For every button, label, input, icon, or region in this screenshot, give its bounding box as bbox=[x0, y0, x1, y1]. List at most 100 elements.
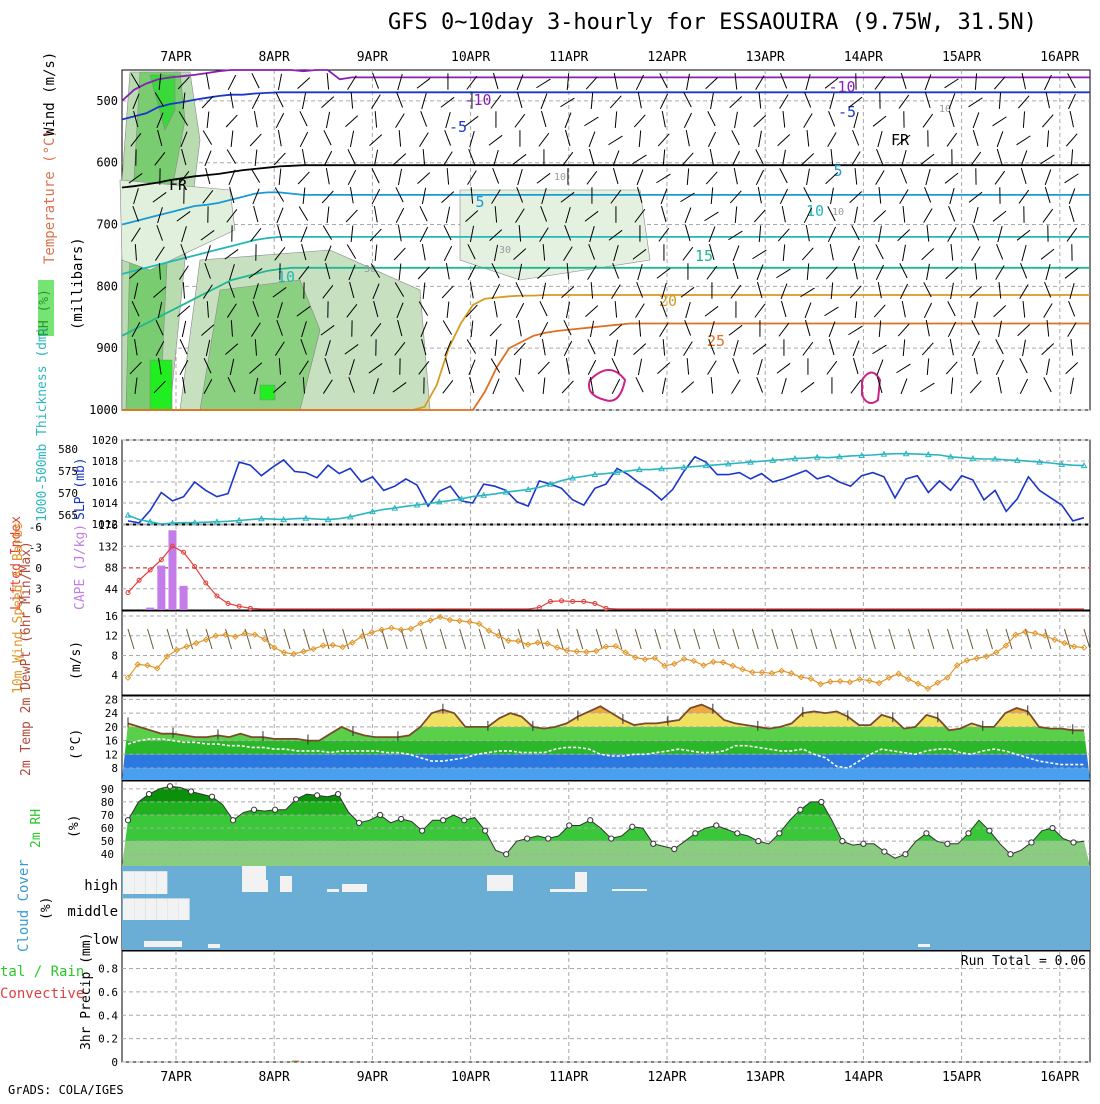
precip-bar-rain-convective bbox=[294, 1060, 299, 1062]
rh-point bbox=[545, 835, 552, 842]
wind-barb bbox=[394, 342, 406, 356]
wind-barb bbox=[685, 302, 691, 319]
wind-barb bbox=[848, 325, 863, 336]
cloud-cell bbox=[327, 889, 339, 892]
wind-barb bbox=[848, 96, 863, 108]
wind-barb bbox=[254, 339, 257, 356]
cloud-cell bbox=[144, 941, 182, 947]
wind-barb bbox=[926, 263, 930, 281]
temp-units-label: (°C) bbox=[69, 729, 84, 760]
wind-barb bbox=[997, 225, 1003, 243]
pressure-units-label: (millibars) bbox=[70, 237, 86, 330]
wind-barb bbox=[250, 168, 261, 183]
wind-barb bbox=[202, 190, 214, 204]
wind-barb bbox=[277, 302, 283, 319]
wind-barb bbox=[253, 110, 258, 128]
wind-barb bbox=[252, 188, 260, 205]
wind-barb bbox=[321, 96, 335, 109]
wind-barb bbox=[273, 381, 287, 393]
wind-barb bbox=[514, 377, 525, 392]
wind-barb bbox=[229, 91, 234, 109]
wind-barb bbox=[684, 224, 691, 242]
wind-barb bbox=[708, 338, 716, 355]
x-tick-label-bottom: 14APR bbox=[844, 1070, 883, 1085]
wind-barb bbox=[948, 93, 956, 110]
wind-barb-10m bbox=[400, 628, 408, 650]
wind-barb bbox=[872, 344, 887, 355]
wind-barb bbox=[1068, 300, 1076, 317]
y-tick-label-air: 700 bbox=[96, 218, 118, 232]
wind-barb bbox=[180, 131, 188, 148]
wind-barb bbox=[993, 305, 1007, 318]
wind-barb bbox=[518, 358, 522, 375]
wind-barb bbox=[129, 361, 142, 375]
wind-barb bbox=[827, 226, 837, 243]
wind-barb bbox=[1022, 111, 1026, 128]
cloud-cell bbox=[208, 944, 220, 948]
wind-barb-10m bbox=[595, 628, 603, 650]
wind-barb bbox=[659, 93, 669, 110]
wind-barb bbox=[323, 150, 333, 167]
wind-barb bbox=[825, 172, 839, 185]
wind-barb bbox=[419, 226, 429, 243]
wind-barb bbox=[1065, 133, 1078, 147]
wind-barb bbox=[613, 339, 619, 357]
wind-barb bbox=[1016, 135, 1031, 146]
wind-barb bbox=[492, 167, 500, 184]
wind-barb bbox=[853, 262, 858, 280]
wind-barb bbox=[611, 284, 621, 299]
rh-point bbox=[482, 827, 489, 834]
wind-barb bbox=[468, 148, 476, 165]
wind-barb bbox=[374, 244, 378, 261]
wind-barb bbox=[176, 211, 191, 222]
wind-barb bbox=[609, 324, 623, 337]
wind-barb bbox=[733, 340, 739, 357]
wind-barb bbox=[302, 377, 305, 394]
temp-tick-label: 8 bbox=[111, 762, 118, 775]
wind-barb-10m bbox=[303, 628, 311, 650]
wind-barb bbox=[514, 113, 526, 128]
wind-barb bbox=[683, 112, 693, 129]
wind-barb bbox=[226, 209, 238, 223]
wind-barb bbox=[705, 171, 718, 185]
wind-barb bbox=[249, 133, 262, 147]
wind-speed-point bbox=[807, 675, 815, 682]
precip-tick-label: 0.2 bbox=[98, 1033, 118, 1046]
wind-barb bbox=[1023, 206, 1025, 223]
wind-speed-line bbox=[127, 616, 1085, 690]
wind-barb bbox=[465, 210, 479, 223]
wind-speed-point bbox=[544, 640, 551, 647]
wind-barb bbox=[516, 91, 523, 109]
wind-barb-10m bbox=[985, 628, 993, 650]
slp-tick-label: 1020 bbox=[92, 434, 119, 447]
wind-barb-10m bbox=[498, 628, 506, 650]
wind10m-units-label: (m/s) bbox=[69, 641, 84, 680]
wind-barb bbox=[560, 97, 575, 108]
wind-barb bbox=[373, 149, 379, 167]
wind-speed-point bbox=[436, 613, 444, 621]
cloud-cell bbox=[612, 889, 647, 891]
wind-barb bbox=[442, 380, 454, 394]
wind-barb bbox=[968, 191, 983, 203]
wind-barb bbox=[900, 72, 907, 90]
wind-barb bbox=[633, 114, 646, 128]
wind-barb-10m bbox=[1064, 628, 1071, 650]
wind-barb bbox=[756, 376, 764, 393]
wind-barb bbox=[370, 323, 382, 337]
wind-barb bbox=[758, 225, 762, 242]
isotherm-label: FR bbox=[891, 131, 910, 149]
y-tick-label-air: 500 bbox=[96, 94, 118, 108]
wind-barb bbox=[277, 224, 283, 242]
thickness-tick-label: 565 bbox=[58, 509, 78, 522]
wind-barb bbox=[371, 168, 380, 184]
wind-barb bbox=[757, 186, 762, 204]
x-tick-label-bottom: 13APR bbox=[746, 1070, 785, 1085]
wind-speed-point bbox=[593, 647, 600, 655]
wind-barb bbox=[878, 320, 882, 337]
wind-barb bbox=[661, 110, 666, 128]
wind-barb bbox=[584, 116, 599, 127]
wind-barb bbox=[777, 134, 791, 147]
wind-barb bbox=[493, 300, 498, 318]
wind-barb bbox=[944, 172, 959, 184]
wind-barb-10m bbox=[732, 628, 740, 650]
